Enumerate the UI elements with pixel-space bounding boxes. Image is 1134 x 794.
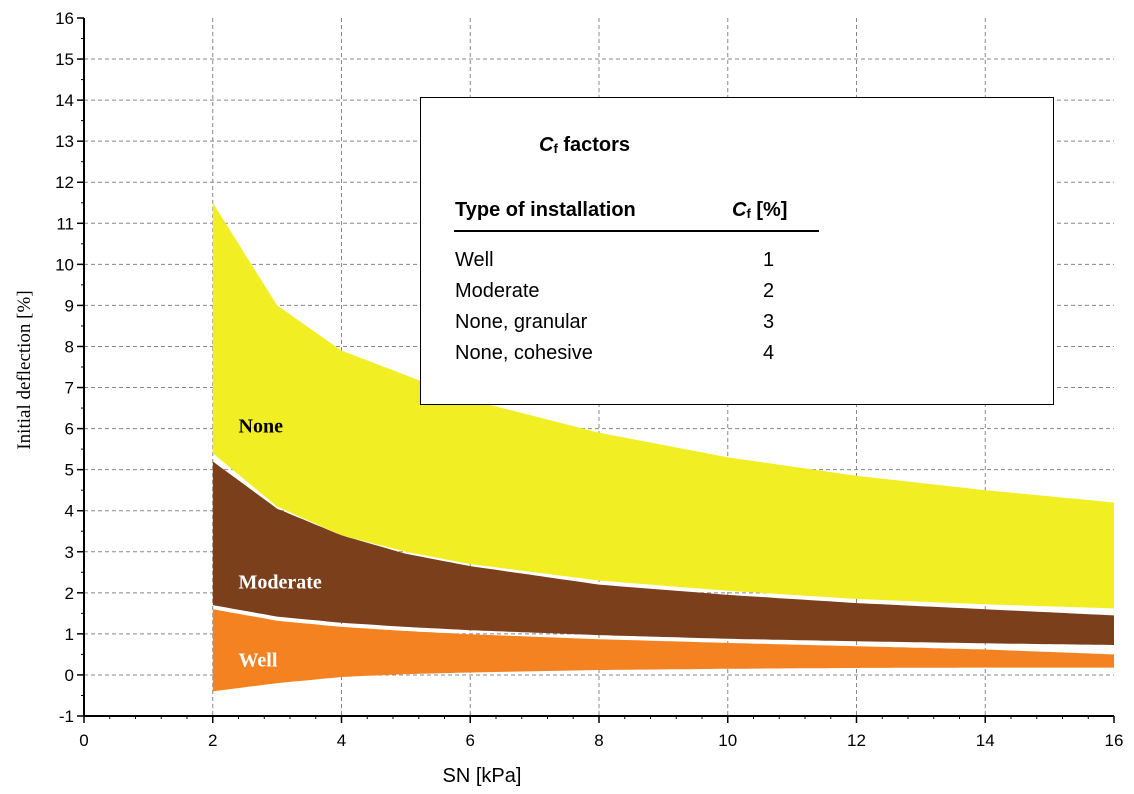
- y-tick-label: 5: [65, 461, 74, 480]
- x-tick-labels: 0 2 4 6 8 10 12 14 16: [79, 731, 1123, 750]
- y-axis-title: Initial deflection [%]: [14, 290, 35, 449]
- y-tick-label: 6: [65, 420, 74, 439]
- x-tick-label: 12: [847, 731, 866, 750]
- y-tick-label: 13: [55, 132, 74, 151]
- x-tick-label: 10: [718, 731, 737, 750]
- x-tick-label: 16: [1105, 731, 1124, 750]
- x-tick-label: 14: [976, 731, 995, 750]
- legend-row-type: None, cohesive: [455, 342, 593, 365]
- y-tick-label: 10: [55, 255, 74, 274]
- x-axis-title: SN [kPa]: [443, 765, 522, 787]
- y-tick-label: 1: [65, 625, 74, 644]
- y-tick-label: 4: [65, 502, 74, 521]
- band-label: Moderate: [239, 572, 322, 594]
- legend-row-type: Moderate: [455, 280, 540, 303]
- y-tick-label: 16: [55, 9, 74, 28]
- x-tick-label: 8: [594, 731, 603, 750]
- legend-header-rule: [454, 230, 819, 232]
- y-tick-label: 9: [65, 296, 74, 315]
- legend-box: Cf factors Type of installation Cf [%] W…: [420, 97, 1054, 405]
- x-tick-label: 4: [337, 731, 346, 750]
- y-tick-label: 11: [56, 214, 74, 233]
- legend-row-cf: 4: [763, 342, 774, 365]
- y-tick-label: 7: [65, 379, 74, 398]
- legend-row-cf: 3: [763, 311, 774, 334]
- x-tick-label: 0: [79, 731, 88, 750]
- band-label: None: [239, 416, 284, 438]
- legend-column-cf-header: Cf [%]: [732, 199, 787, 222]
- y-tick-label: 15: [55, 50, 74, 69]
- legend-row-cf: 2: [763, 280, 774, 303]
- x-tick-label: 2: [208, 731, 217, 750]
- legend-title: Cf factors: [539, 134, 630, 157]
- band-label: Well: [239, 650, 278, 672]
- legend-row-type: None, granular: [455, 311, 587, 334]
- y-tick-label: 14: [55, 91, 74, 110]
- x-tick-label: 6: [466, 731, 475, 750]
- legend-row-cf: 1: [763, 249, 774, 272]
- y-tick-label: 2: [65, 584, 74, 603]
- y-tick-label: 0: [65, 666, 74, 685]
- legend-column-type-header: Type of installation: [455, 199, 636, 222]
- y-tick-label: 3: [65, 543, 74, 562]
- y-tick-label: -1: [59, 707, 74, 726]
- legend-row-type: Well: [455, 249, 494, 272]
- y-tick-label: 8: [65, 337, 74, 356]
- y-tick-label: 12: [55, 173, 74, 192]
